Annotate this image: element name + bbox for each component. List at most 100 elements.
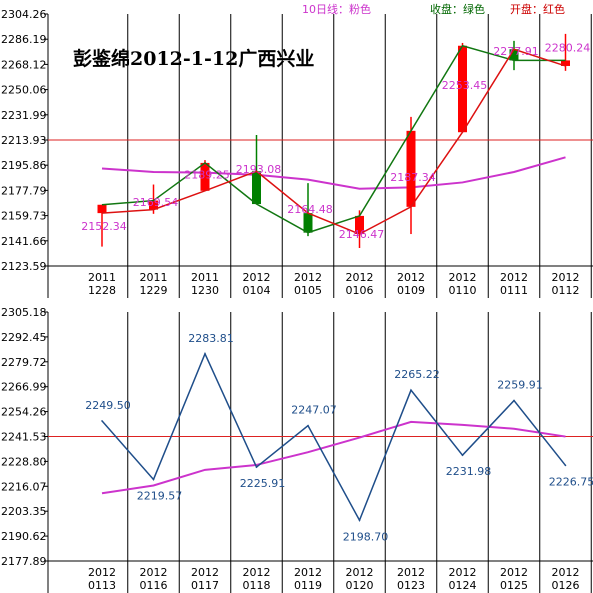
x-tick-label-date: 0109 <box>397 284 425 297</box>
value-point <box>513 399 515 402</box>
x-tick-label-year: 2012 <box>500 271 528 284</box>
y-tick-label: 2231.99 <box>1 109 47 122</box>
legend-close: 收盘：绿色 <box>430 2 485 16</box>
x-tick-label-date: 0113 <box>88 579 116 592</box>
x-tick-label-year: 2012 <box>191 566 219 579</box>
y-tick-label: 2195.86 <box>1 159 47 172</box>
candle-body <box>406 130 416 207</box>
data-label: 2259.91 <box>497 379 543 392</box>
x-tick-label-year: 2012 <box>294 566 322 579</box>
x-tick-label-year: 2012 <box>88 566 116 579</box>
candle-body <box>355 215 364 235</box>
y-tick-label: 2286.19 <box>1 33 47 46</box>
data-label: 2280.24 <box>545 42 591 55</box>
top-panel: 2304.26 2286.19 2268.12 2250.06 2231.99 2213.… <box>1 8 593 298</box>
x-tick-label-year: 2012 <box>449 271 477 284</box>
x-tick-label-year: 2012 <box>140 566 168 579</box>
candle-body <box>252 171 261 205</box>
x-tick-label-date: 0105 <box>294 284 322 297</box>
x-tick-label-date: 1230 <box>191 284 219 297</box>
value-point <box>152 478 155 481</box>
x-tick-label-year: 2012 <box>500 566 528 579</box>
data-label: 2247.07 <box>291 404 337 417</box>
data-label: 2249.50 <box>85 399 131 412</box>
value-point <box>358 519 361 522</box>
y-tick-label: 2203.35 <box>1 505 47 518</box>
x-tick-label-date: 1228 <box>88 284 116 297</box>
data-label: 2164.48 <box>287 203 333 216</box>
x-tick-label-year: 2012 <box>243 271 271 284</box>
y-tick-label: 2304.26 <box>1 8 47 21</box>
bottom-panel: 2305.18 2292.45 2279.72 2266.99 2254.26 2241.… <box>1 306 593 593</box>
y-tick-label: 2177.89 <box>1 555 47 568</box>
x-tick-label-year: 2012 <box>552 566 580 579</box>
x-tick-label-date: 0110 <box>449 284 477 297</box>
data-label: 2169.54 <box>133 196 179 209</box>
x-tick-label-date: 0125 <box>500 579 528 592</box>
y-tick-label: 2254.26 <box>1 406 47 419</box>
x-tick-label-year: 2012 <box>346 566 374 579</box>
y-tick-label: 2292.45 <box>1 331 47 344</box>
y-tick-label: 2279.72 <box>1 356 47 369</box>
x-tick-label-date: 1229 <box>140 284 168 297</box>
data-label: 2226.75 <box>549 475 593 488</box>
candle-body <box>303 213 313 233</box>
value-point <box>307 424 309 427</box>
data-label: 2231.98 <box>446 465 492 478</box>
data-label: 2265.22 <box>394 368 440 381</box>
x-tick-label-date: 0126 <box>552 579 580 592</box>
candle-body <box>561 60 570 66</box>
y-tick-label: 2159.73 <box>1 210 47 223</box>
x-tick-label-date: 0124 <box>449 579 477 592</box>
x-tick-label-date: 0119 <box>294 579 322 592</box>
value-point <box>410 389 412 391</box>
y-tick-label: 2268.12 <box>1 58 47 71</box>
y-tick-label: 2266.99 <box>1 381 47 394</box>
x-tick-label-year: 2012 <box>243 566 271 579</box>
value-point <box>564 464 567 467</box>
data-label: 2152.34 <box>81 220 127 233</box>
x-tick-label-year: 2012 <box>294 271 322 284</box>
data-label: 2219.57 <box>137 489 183 502</box>
x-tick-label-year: 2011 <box>140 271 168 284</box>
x-tick-label-year: 2012 <box>397 566 425 579</box>
candle-body <box>200 162 210 191</box>
x-tick-label-year: 2012 <box>449 566 477 579</box>
y-tick-label: 2177.79 <box>1 184 47 197</box>
y-tick-label: 2123.59 <box>1 260 47 273</box>
y-tick-label: 2216.07 <box>1 480 47 493</box>
value-point <box>255 466 258 468</box>
x-tick-label-year: 2011 <box>88 271 116 284</box>
x-tick-label-date: 0120 <box>346 579 374 592</box>
candle-body <box>149 200 158 210</box>
x-tick-label-date: 0106 <box>346 284 374 297</box>
x-tick-label-date: 0117 <box>191 579 219 592</box>
data-label: 2198.70 <box>343 530 389 543</box>
y-tick-label: 2250.06 <box>1 84 47 97</box>
x-tick-label-year: 2012 <box>346 271 374 284</box>
y-tick-label: 2141.66 <box>1 235 47 248</box>
x-tick-label-date: 0111 <box>500 284 528 297</box>
value-point <box>204 353 206 355</box>
y-tick-label: 2213.93 <box>1 134 47 147</box>
data-label: 2283.81 <box>188 332 234 345</box>
x-tick-label-date: 0118 <box>243 579 271 592</box>
x-tick-label-date: 0112 <box>552 284 580 297</box>
x-tick-label-date: 0104 <box>243 284 271 297</box>
data-label: 2193.08 <box>236 163 282 176</box>
data-label: 2187.34 <box>390 171 436 184</box>
value-point <box>461 454 464 456</box>
data-label: 2277.91 <box>493 45 539 58</box>
legend-open: 开盘：红色 <box>510 2 565 16</box>
candle-body <box>458 45 467 133</box>
y-tick-label: 2241.53 <box>1 431 47 444</box>
data-label: 2253.45 <box>442 79 488 92</box>
value-point <box>101 420 103 422</box>
legend: 10日线：粉色 收盘：绿色 开盘：红色 <box>302 2 565 16</box>
data-label: 2225.91 <box>240 477 286 490</box>
ma10-line <box>101 156 566 190</box>
x-tick-label-date: 0123 <box>397 579 425 592</box>
chart-title: 彭鉴绵2012-1-12广西兴业 <box>73 47 314 70</box>
y-tick-label: 2190.62 <box>1 530 47 543</box>
